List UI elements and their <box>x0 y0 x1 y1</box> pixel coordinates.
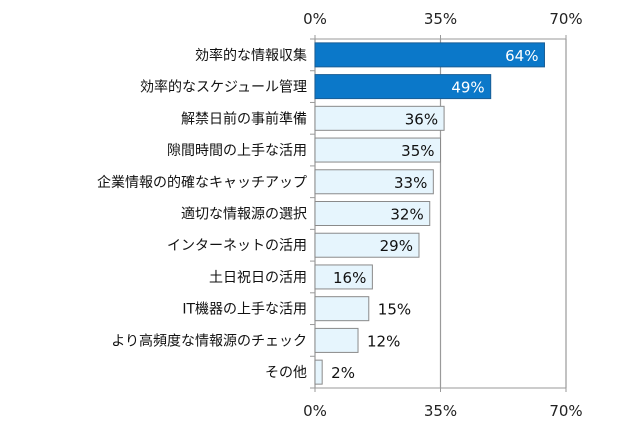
category-label: 効率的なスケジュール管理 <box>140 79 307 96</box>
bar <box>314 137 441 163</box>
bar <box>314 105 445 131</box>
bar <box>314 74 492 100</box>
bar <box>314 232 420 258</box>
top-tick-label: 35% <box>424 10 457 28</box>
bottom-tick-label: 70% <box>549 402 582 420</box>
category-label: IT機器の上手な活用 <box>182 302 307 318</box>
data-label: 29% <box>380 237 413 255</box>
category-label: その他 <box>265 365 307 381</box>
data-label: 15% <box>378 301 411 319</box>
top-tick-label: 0% <box>303 10 327 28</box>
data-label: 33% <box>394 174 427 192</box>
top-tick-label: 70% <box>549 10 582 28</box>
bar <box>314 264 373 290</box>
data-label: 2% <box>331 364 355 382</box>
bar <box>314 42 545 68</box>
category-label: 効率的な情報収集 <box>195 47 307 64</box>
bar <box>314 201 431 226</box>
bottom-tick-label: 0% <box>303 402 327 420</box>
bar <box>314 169 434 195</box>
data-label: 49% <box>451 79 484 97</box>
bar <box>314 359 323 385</box>
category-label: より高頻度な情報源のチェック <box>111 332 307 349</box>
category-label: 適切な情報源の選択 <box>181 206 307 223</box>
data-label: 64% <box>505 47 538 65</box>
category-label: 解禁日前の事前準備 <box>181 110 307 127</box>
data-label: 36% <box>405 110 438 128</box>
data-label: 35% <box>401 142 434 160</box>
data-label: 12% <box>367 332 400 350</box>
category-label: インターネットの活用 <box>167 238 307 254</box>
bar <box>314 296 370 322</box>
bottom-tick-label: 35% <box>424 402 457 420</box>
data-label: 16% <box>333 269 366 287</box>
bar <box>314 327 359 353</box>
category-label: 企業情報の的確なキャッチアップ <box>97 174 307 191</box>
data-label: 32% <box>390 206 423 224</box>
category-label: 隙間時間の上手な活用 <box>167 143 307 159</box>
category-label: 土日祝日の活用 <box>209 270 307 286</box>
